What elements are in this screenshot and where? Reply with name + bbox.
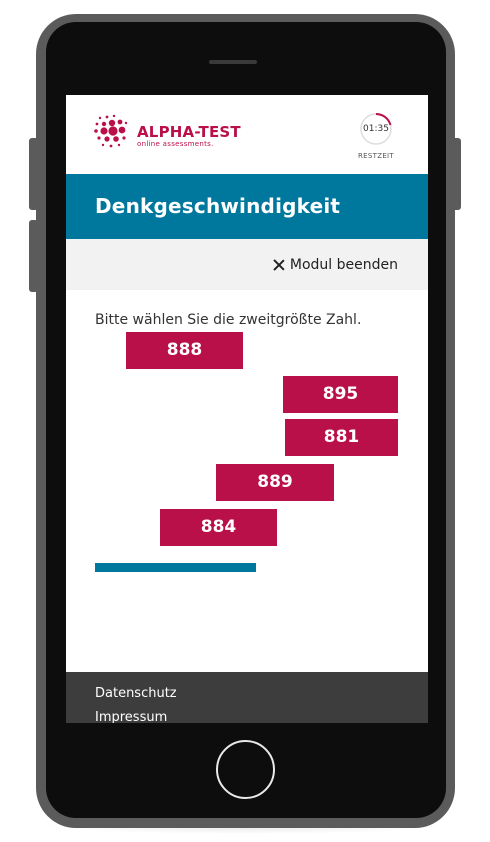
brand-logo: ALPHA-TEST online assessments. [93,113,263,153]
module-toolbar: Modul beenden [66,239,428,290]
phone-speaker [209,60,257,64]
timer-value: 01:35 [363,124,389,134]
logo-dots-icon [94,114,128,148]
brand-name: ALPHA-TEST [137,123,241,141]
phone-power-button [452,138,461,210]
footer-link-privacy[interactable]: Datenschutz [95,686,177,701]
phone-volume-down-button [29,220,38,292]
timer-ring-icon [360,112,392,145]
answer-option-button[interactable]: 881 [285,419,398,456]
task-instruction: Bitte wählen Sie die zweitgrößte Zahl. [95,312,362,328]
end-module-label: Modul beenden [289,257,398,273]
close-icon [273,259,285,271]
brand-tagline: online assessments. [137,140,214,148]
phone-volume-up-button [29,138,38,210]
module-title-bar: Denkgeschwindigkeit [66,174,428,239]
countdown-timer: 01:35 [359,112,393,146]
page-title: Denkgeschwindigkeit [95,194,341,218]
progress-bar-fill [95,563,257,572]
progress-bar [95,563,399,572]
timer-label: RESTZEIT [358,152,394,160]
answer-option-button[interactable]: 895 [283,376,398,413]
answer-option-button[interactable]: 889 [216,464,334,501]
answer-option-button[interactable]: 884 [160,509,277,546]
footer-link-imprint[interactable]: Impressum [95,710,168,723]
app-header: ALPHA-TEST online assessments. 01:35 RES… [66,95,428,174]
end-module-button[interactable]: Modul beenden [273,255,398,275]
footer: Datenschutz Impressum [66,672,428,723]
answer-option-button[interactable]: 888 [126,332,243,369]
phone-home-button[interactable] [216,740,275,799]
phone-screen: ALPHA-TEST online assessments. 01:35 RES… [66,95,428,723]
